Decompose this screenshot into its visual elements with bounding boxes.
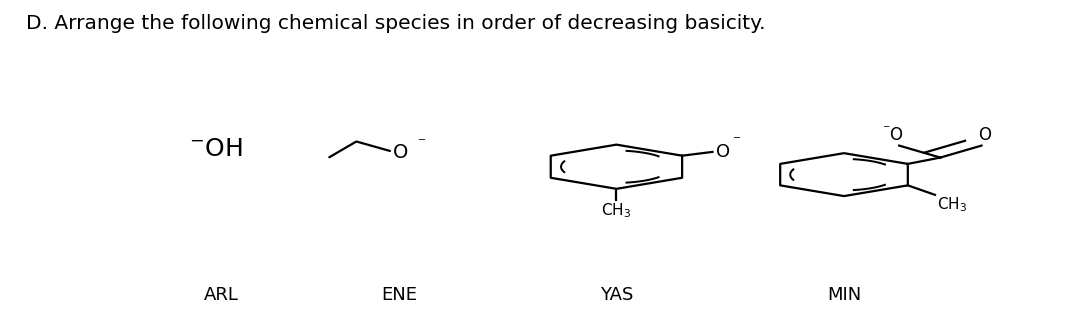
Text: O: O [393, 143, 408, 162]
Text: CH$_3$: CH$_3$ [602, 202, 631, 220]
Text: O: O [978, 126, 992, 144]
Text: O: O [715, 143, 729, 161]
Text: $^{-}$: $^{-}$ [882, 123, 890, 136]
Text: ENE: ENE [382, 285, 418, 304]
Text: O: O [889, 126, 902, 144]
Text: $^{-}$: $^{-}$ [732, 134, 741, 148]
Text: D. Arrange the following chemical species in order of decreasing basicity.: D. Arrange the following chemical specie… [26, 14, 765, 33]
Text: ARL: ARL [203, 285, 238, 304]
Text: MIN: MIN [827, 285, 862, 304]
Text: $^{-}$OH: $^{-}$OH [189, 137, 242, 161]
Text: $^{-}$: $^{-}$ [417, 136, 426, 150]
Text: CH$_3$: CH$_3$ [937, 195, 968, 214]
Text: YAS: YAS [600, 285, 633, 304]
